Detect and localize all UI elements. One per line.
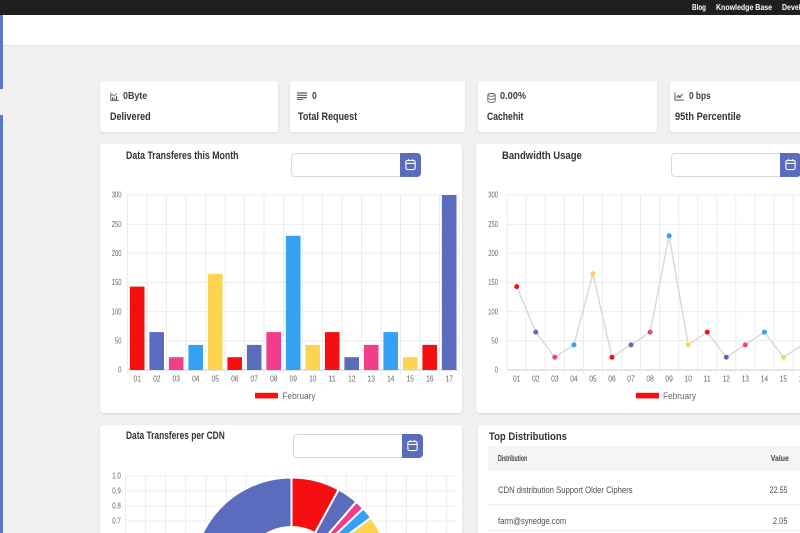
svg-text:200: 200 [488, 249, 498, 258]
svg-text:02: 02 [153, 375, 161, 384]
svg-text:150: 150 [488, 278, 498, 287]
svg-text:07: 07 [251, 375, 259, 384]
svg-text:250: 250 [488, 220, 498, 229]
svg-text:01: 01 [513, 375, 521, 384]
svg-text:200: 200 [112, 249, 122, 258]
svg-text:150: 150 [112, 278, 122, 287]
svg-text:10: 10 [684, 375, 692, 384]
svg-text:13: 13 [741, 375, 749, 384]
svg-text:February: February [663, 391, 696, 401]
svg-text:11: 11 [703, 375, 711, 384]
svg-text:50: 50 [491, 336, 498, 345]
svg-text:04: 04 [570, 375, 578, 384]
svg-text:02: 02 [532, 375, 540, 384]
svg-text:14: 14 [760, 375, 768, 384]
svg-text:10: 10 [309, 375, 317, 384]
svg-text:1.0: 1.0 [112, 472, 121, 481]
svg-text:07: 07 [627, 375, 635, 384]
svg-text:09: 09 [665, 375, 673, 384]
svg-text:250: 250 [112, 220, 122, 229]
svg-text:0: 0 [494, 366, 498, 375]
svg-text:06: 06 [231, 375, 239, 384]
svg-text:50: 50 [115, 336, 122, 345]
svg-text:14: 14 [387, 375, 395, 384]
svg-text:300: 300 [112, 191, 122, 200]
svg-text:February: February [283, 391, 316, 401]
svg-text:15: 15 [407, 375, 415, 384]
svg-text:03: 03 [173, 375, 181, 384]
svg-text:0.8: 0.8 [112, 502, 121, 511]
svg-text:03: 03 [551, 375, 559, 384]
svg-text:04: 04 [192, 375, 200, 384]
svg-text:12: 12 [348, 375, 356, 384]
svg-text:12: 12 [722, 375, 730, 384]
svg-text:15: 15 [779, 375, 787, 384]
svg-text:05: 05 [589, 375, 597, 384]
svg-text:01: 01 [134, 375, 142, 384]
svg-text:06: 06 [608, 375, 616, 384]
svg-text:08: 08 [270, 375, 278, 384]
svg-text:11: 11 [329, 375, 337, 384]
svg-text:05: 05 [212, 375, 220, 384]
svg-text:300: 300 [488, 191, 498, 200]
svg-text:100: 100 [488, 307, 498, 316]
svg-text:100: 100 [112, 307, 122, 316]
svg-text:0: 0 [118, 366, 122, 375]
svg-text:16: 16 [426, 375, 434, 384]
svg-text:17: 17 [446, 375, 454, 384]
svg-text:09: 09 [290, 375, 298, 384]
svg-text:0.7: 0.7 [112, 517, 121, 526]
svg-text:0.9: 0.9 [112, 487, 121, 496]
svg-text:13: 13 [368, 375, 376, 384]
svg-text:08: 08 [646, 375, 654, 384]
svg-text:16: 16 [798, 375, 800, 384]
